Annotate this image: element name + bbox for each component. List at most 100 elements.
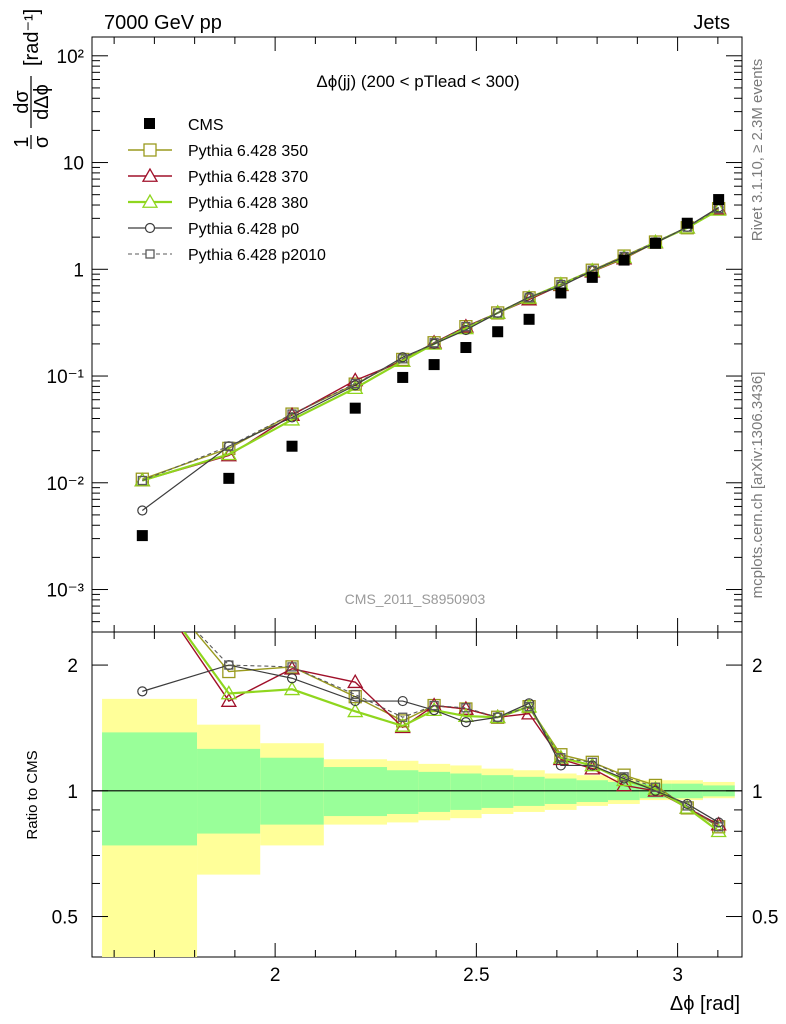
band-inner [323, 767, 388, 817]
y-tick-label: 10 [63, 154, 84, 175]
cms-point [460, 342, 472, 354]
ratio-point [347, 673, 364, 689]
watermark: CMS_2011_S8950903 [345, 591, 486, 607]
series-point [224, 441, 234, 451]
legend-label: Pythia 6.428 p0 [188, 221, 299, 238]
header-left: 7000 GeV pp [104, 12, 222, 34]
y-tick-label-right: 0.5 [752, 908, 778, 929]
legend-label: CMS [188, 117, 224, 134]
mcplots-label: mcplots.cern.ch [arXiv:1306.3436] [749, 372, 766, 599]
legend-label: Pythia 6.428 380 [188, 195, 308, 212]
ratio-point [224, 660, 234, 670]
rivet-label: Rivet 3.1.10, ≥ 2.3M events [749, 59, 766, 242]
x-tick-label: 2 [270, 965, 281, 986]
y-tick-label: 10⁻³ [47, 581, 85, 602]
ylabel-one: 1 [11, 136, 33, 147]
series-point [461, 322, 471, 332]
ylabel-dsigma: dσ [11, 90, 33, 114]
series-point [524, 293, 534, 303]
ratio-point [615, 777, 633, 792]
ratio-point [524, 702, 534, 712]
series-point [350, 378, 360, 389]
cms-point [555, 287, 567, 299]
series-point [429, 338, 439, 348]
y-tick-label-right: 1 [752, 782, 763, 803]
legend: CMS Pythia 6.428 350 Pythia 6.428 370 Pythi… [128, 117, 326, 264]
y-tick-label-right: 2 [752, 656, 763, 677]
band-inner [102, 732, 198, 846]
cms-point [523, 313, 535, 325]
ylabel-sigma: σ [31, 135, 53, 148]
lower-frame [91, 631, 743, 958]
ratio-point [460, 717, 472, 728]
ratio-point [619, 772, 629, 782]
legend-marker [141, 193, 159, 208]
cms-point [136, 530, 148, 542]
cms-point [492, 326, 504, 338]
lower-plot: 2 2.5 3 0.5 0.5 1 1 2 2 [52, 632, 778, 986]
band-inner [387, 770, 419, 814]
band-inner [418, 771, 451, 812]
cms-point [649, 237, 661, 249]
ratio-point [350, 695, 361, 707]
ratio-point [137, 686, 148, 697]
ratio-point [286, 673, 298, 684]
ratio-point [493, 712, 503, 722]
band-inner [481, 775, 514, 808]
ratio-point [283, 680, 301, 696]
cms-point [397, 371, 409, 383]
legend-marker [144, 222, 156, 234]
y-tick-label: 0.5 [52, 908, 78, 929]
band-inner [450, 773, 482, 810]
legend-label: Pythia 6.428 370 [188, 169, 308, 186]
ratio-point [714, 822, 724, 832]
ratio-point [650, 782, 661, 792]
ratio-point [461, 703, 471, 713]
legend-marker [141, 167, 159, 182]
legend-cms-marker [144, 118, 155, 129]
y-tick-label: 1 [73, 260, 84, 281]
cms-point [286, 440, 298, 452]
series-line [142, 208, 719, 482]
series-point [137, 475, 147, 486]
ratio-line [196, 632, 719, 828]
cms-point [618, 254, 630, 266]
legend-marker [143, 143, 157, 157]
cms-point [223, 472, 235, 484]
ratio-point [347, 702, 364, 718]
upper-plot: 10⁻³ 10⁻² 10⁻¹ 1 10 10² [47, 37, 742, 633]
ratio-point [397, 695, 408, 707]
cms-point [586, 271, 598, 283]
ratio-point [220, 692, 237, 707]
y-tick-label: 10⁻¹ [47, 367, 85, 388]
ylabel-dphi: dΔϕ [31, 84, 53, 120]
chart-title: Δϕ(jj) (200 < pTlead < 300) [316, 72, 519, 91]
series-point [493, 308, 503, 318]
ratio-point [587, 757, 597, 767]
x-tick-label: 2.5 [463, 965, 489, 986]
ratio-point [457, 707, 475, 722]
ratio-point [350, 689, 360, 700]
legend-label: Pythia 6.428 p2010 [188, 247, 326, 264]
cms-point [681, 217, 693, 229]
upper-series-group [134, 194, 727, 542]
ratio-point [220, 685, 237, 700]
ratio-point [398, 712, 408, 722]
cms-point [349, 402, 361, 414]
series-point [398, 354, 408, 364]
cms-point [428, 359, 440, 371]
series-point [220, 445, 237, 461]
legend-label: Pythia 6.428 350 [188, 143, 308, 160]
ratio-point [555, 760, 566, 771]
series-point [287, 409, 297, 419]
y-tick-label: 2 [67, 656, 78, 677]
y-tick-label: 1 [67, 782, 78, 803]
ratio-point [287, 662, 297, 672]
ratio-point [682, 801, 692, 811]
upper-ylabel: 1 σ dσ dΔϕ [rad⁻¹] [11, 9, 53, 149]
ylabel-unit: [rad⁻¹] [21, 9, 43, 66]
y-tick-label: 10² [57, 47, 84, 68]
series-point [137, 505, 148, 516]
y-tick-label: 10⁻² [47, 474, 85, 495]
